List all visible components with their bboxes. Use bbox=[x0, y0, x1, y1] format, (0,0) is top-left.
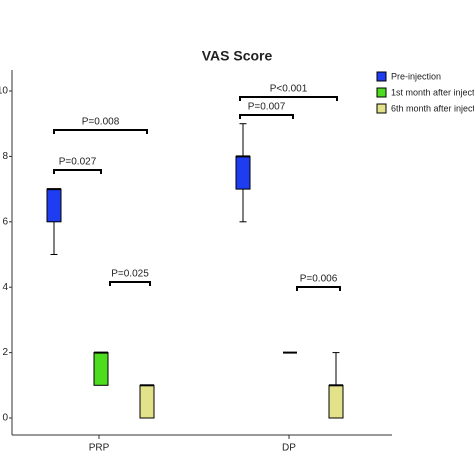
legend-label: 1st month after injection bbox=[391, 87, 474, 97]
bracket bbox=[53, 129, 148, 134]
annotation: P=0.007 bbox=[248, 102, 286, 113]
box bbox=[93, 352, 109, 386]
legend-label: Pre-injection bbox=[391, 71, 441, 81]
legend-swatch bbox=[376, 87, 387, 98]
bracket bbox=[53, 169, 102, 174]
annotation: P=0.006 bbox=[300, 274, 338, 285]
legend-label: 6th month after injection bbox=[391, 103, 474, 113]
annotation: P=0.025 bbox=[111, 269, 149, 280]
y-tick-label: 10 bbox=[0, 86, 8, 97]
box bbox=[139, 384, 155, 419]
bracket bbox=[239, 96, 338, 101]
bracket bbox=[296, 286, 341, 291]
bracket bbox=[109, 281, 151, 286]
y-tick-label: 0 bbox=[2, 413, 8, 424]
y-tick-label: 8 bbox=[2, 151, 8, 162]
bracket bbox=[239, 114, 294, 119]
legend-swatch bbox=[376, 71, 387, 82]
annotation: P<0.001 bbox=[270, 84, 308, 95]
x-tick-label: PRP bbox=[89, 443, 110, 454]
y-tick-label: 6 bbox=[2, 216, 8, 227]
annotation: P=0.027 bbox=[59, 157, 97, 168]
y-tick-label: 4 bbox=[2, 282, 8, 293]
box bbox=[46, 188, 62, 223]
chart-title: VAS Score bbox=[202, 48, 273, 64]
box bbox=[235, 155, 251, 190]
box bbox=[328, 384, 344, 419]
y-tick-label: 2 bbox=[2, 347, 8, 358]
legend-swatch bbox=[376, 103, 387, 114]
annotation: P=0.008 bbox=[82, 117, 120, 128]
x-tick-label: DP bbox=[282, 443, 296, 454]
